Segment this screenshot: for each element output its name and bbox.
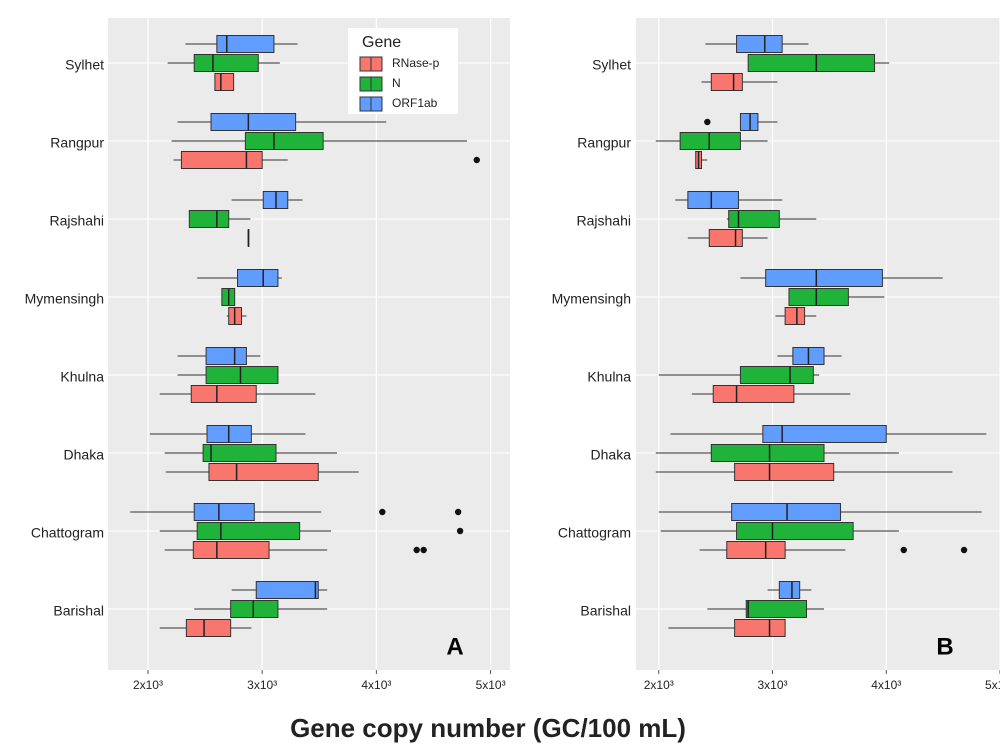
box bbox=[710, 444, 825, 462]
outlier bbox=[420, 546, 427, 554]
outlier bbox=[413, 546, 420, 554]
box bbox=[244, 132, 324, 150]
x-tick-label: 4x10³ bbox=[361, 678, 391, 692]
box bbox=[188, 210, 230, 228]
y-tick-label: Barishal bbox=[580, 603, 631, 619]
y-tick-label: Rajshahi bbox=[577, 213, 631, 229]
x-tick-label: 2x10³ bbox=[644, 678, 674, 692]
x-tick-label: 2x10³ bbox=[133, 678, 163, 692]
box bbox=[710, 73, 743, 91]
box bbox=[214, 73, 235, 91]
box bbox=[687, 191, 739, 209]
outlier bbox=[704, 118, 711, 126]
outlier bbox=[473, 156, 480, 164]
box bbox=[745, 600, 808, 618]
y-tick-label: Sylhet bbox=[65, 57, 104, 73]
outlier bbox=[454, 508, 462, 516]
box bbox=[739, 113, 759, 131]
box bbox=[193, 503, 255, 521]
y-tick-label: Khulna bbox=[60, 369, 104, 385]
outlier bbox=[456, 527, 464, 535]
box bbox=[728, 210, 780, 228]
y-tick-label: Dhaka bbox=[591, 447, 632, 463]
box bbox=[237, 269, 279, 287]
y-tick-label: Rangpur bbox=[50, 135, 104, 151]
box bbox=[712, 385, 795, 403]
y-tick-label: Mymensingh bbox=[552, 291, 631, 307]
x-tick-label: 3x10³ bbox=[757, 678, 787, 692]
box bbox=[192, 541, 270, 559]
y-tick-label: Mymensingh bbox=[25, 291, 104, 307]
box bbox=[765, 269, 883, 287]
x-tick-label: 4x10³ bbox=[871, 678, 901, 692]
box bbox=[196, 522, 301, 540]
box bbox=[679, 132, 741, 150]
y-tick-label: Khulna bbox=[587, 369, 631, 385]
box bbox=[180, 151, 263, 169]
outlier bbox=[960, 546, 968, 554]
box bbox=[739, 366, 814, 384]
box bbox=[190, 385, 257, 403]
y-tick-label: Sylhet bbox=[592, 57, 631, 73]
box bbox=[205, 347, 247, 365]
box bbox=[784, 307, 806, 325]
y-tick-label: Chattogram bbox=[31, 525, 104, 541]
box bbox=[216, 35, 275, 53]
outlier bbox=[379, 508, 386, 516]
box bbox=[734, 619, 786, 637]
box bbox=[255, 581, 319, 599]
box bbox=[230, 600, 279, 618]
box bbox=[210, 113, 297, 131]
y-tick-label: Barishal bbox=[53, 603, 104, 619]
box bbox=[788, 288, 849, 306]
box bbox=[185, 619, 232, 637]
box bbox=[747, 54, 876, 72]
legend-label: N bbox=[392, 76, 401, 90]
box bbox=[193, 54, 259, 72]
panel-label: A bbox=[446, 633, 463, 660]
y-tick-label: Chattogram bbox=[558, 525, 631, 541]
legend-title: Gene bbox=[362, 34, 401, 51]
box bbox=[778, 581, 801, 599]
legend-label: ORF1ab bbox=[392, 96, 438, 110]
x-tick-label: 5x10³ bbox=[476, 678, 506, 692]
box bbox=[762, 425, 887, 443]
box bbox=[202, 444, 277, 462]
box bbox=[736, 522, 854, 540]
x-tick-label: 3x10³ bbox=[247, 678, 277, 692]
panel-background bbox=[108, 18, 510, 670]
box bbox=[208, 463, 319, 481]
y-tick-label: Dhaka bbox=[64, 447, 105, 463]
x-tick-label: 5x10³ bbox=[985, 678, 1000, 692]
y-tick-label: Rajshahi bbox=[50, 213, 104, 229]
outlier bbox=[900, 546, 907, 554]
box bbox=[734, 463, 835, 481]
x-axis-label: Gene copy number (GC/100 mL) bbox=[290, 713, 686, 743]
panel-background bbox=[636, 18, 1000, 670]
box bbox=[731, 503, 842, 521]
box bbox=[708, 229, 743, 247]
box bbox=[205, 366, 279, 384]
box bbox=[736, 35, 783, 53]
box bbox=[726, 541, 786, 559]
panel-label: B bbox=[936, 633, 953, 660]
legend-label: RNase-p bbox=[392, 56, 440, 70]
y-tick-label: Rangpur bbox=[577, 135, 631, 151]
